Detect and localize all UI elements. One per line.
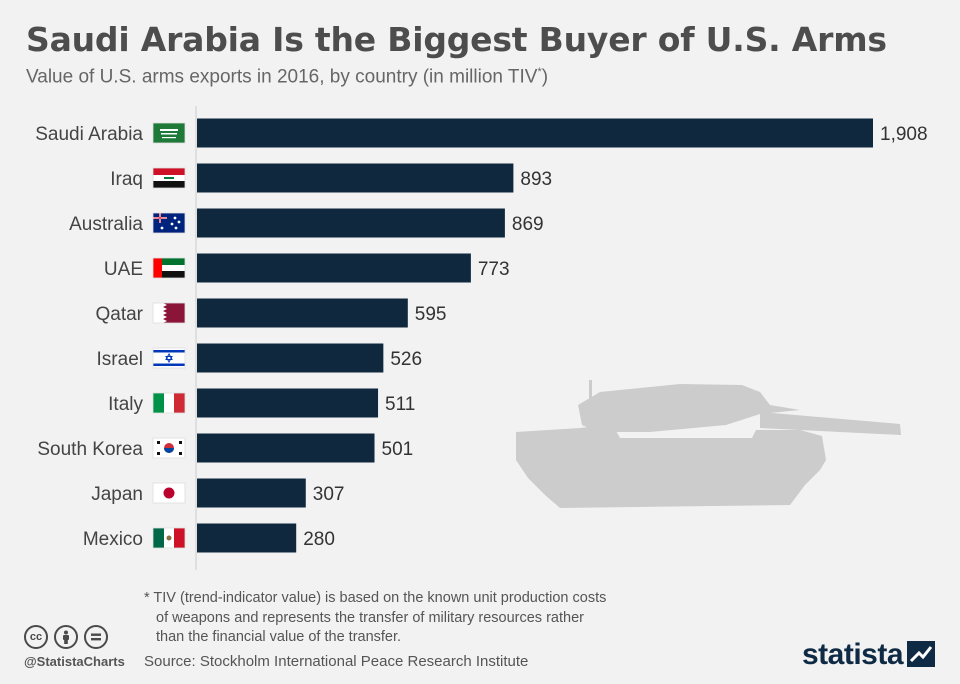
nd-icon[interactable] bbox=[84, 625, 108, 649]
subtitle-text: Value of U.S. arms exports in 2016, by c… bbox=[26, 66, 538, 88]
footnote-line-1: * TIV (trend-indicator value) is based o… bbox=[144, 590, 607, 606]
chart-title: Saudi Arabia Is the Biggest Buyer of U.S… bbox=[26, 20, 887, 59]
subtitle-close: ) bbox=[541, 66, 549, 88]
category-label: Iraq bbox=[110, 169, 143, 190]
tank-barrel bbox=[760, 412, 901, 435]
italy-flag bbox=[152, 392, 186, 414]
bar-row-iraq: Iraq 893 bbox=[110, 163, 552, 193]
value-label: 1,908 bbox=[880, 124, 928, 145]
mexico-flag bbox=[152, 527, 186, 549]
tank-antenna bbox=[589, 380, 592, 412]
bar-uae[interactable] bbox=[197, 253, 471, 283]
bar-row-qatar: Qatar 595 bbox=[95, 298, 447, 328]
bar-row-italy: Italy 511 bbox=[108, 388, 415, 418]
statista-logo-mark bbox=[907, 641, 935, 667]
bar-row-south-korea: South Korea 501 bbox=[37, 433, 414, 463]
bar-qatar[interactable] bbox=[197, 298, 408, 328]
bar-row-israel: Israel 526 bbox=[97, 343, 422, 373]
twitter-handle[interactable]: @StatistaCharts bbox=[24, 654, 125, 669]
category-label: Italy bbox=[108, 394, 143, 415]
footnote: * TIV (trend-indicator value) is based o… bbox=[144, 589, 704, 648]
bar-row-uae: UAE 773 bbox=[104, 253, 510, 283]
category-label: Japan bbox=[91, 484, 143, 505]
value-label: 773 bbox=[478, 259, 510, 280]
subtitle-asterisk: * bbox=[537, 66, 542, 78]
category-label: UAE bbox=[104, 259, 143, 280]
bar-row-saudi-arabia: Saudi Arabia 1,908 bbox=[35, 118, 928, 148]
person-icon bbox=[63, 630, 69, 644]
value-label: 893 bbox=[520, 169, 552, 190]
israel-flag bbox=[152, 347, 186, 369]
footnote-line-2: of weapons and represents the transfer o… bbox=[156, 609, 584, 626]
value-label: 511 bbox=[385, 394, 415, 415]
australia-flag bbox=[152, 212, 186, 234]
chart-subtitle: Value of U.S. arms exports in 2016, by c… bbox=[26, 66, 548, 88]
value-label: 869 bbox=[512, 214, 544, 235]
bar-south-korea[interactable] bbox=[197, 433, 375, 463]
bar-iraq[interactable] bbox=[197, 163, 514, 193]
category-label: South Korea bbox=[37, 439, 143, 460]
uae-flag bbox=[152, 257, 186, 279]
license-icons: cc bbox=[24, 625, 108, 649]
bars-group: Saudi Arabia 1,908 Iraq 893 Australia 869 UAE 7… bbox=[35, 118, 928, 553]
footnote-line-3: than the financial value of the transfer… bbox=[156, 629, 402, 645]
bar-row-australia: Australia 869 bbox=[69, 208, 544, 238]
bar-mexico[interactable] bbox=[197, 523, 297, 553]
bar-australia[interactable] bbox=[197, 208, 505, 238]
category-label: Israel bbox=[97, 349, 143, 370]
tank-turret bbox=[578, 384, 800, 432]
tank-illustration bbox=[516, 380, 901, 508]
statista-logo[interactable]: statista bbox=[802, 638, 904, 671]
category-label: Mexico bbox=[83, 529, 143, 550]
bar-row-mexico: Mexico 280 bbox=[83, 523, 335, 553]
value-label: 307 bbox=[313, 484, 345, 505]
bar-israel[interactable] bbox=[197, 343, 384, 373]
tank-hull bbox=[516, 424, 826, 508]
value-label: 280 bbox=[303, 529, 335, 550]
iraq-flag bbox=[152, 167, 186, 189]
bar-row-japan: Japan 307 bbox=[91, 478, 345, 508]
category-label: Australia bbox=[69, 214, 143, 235]
tank-hatch bbox=[668, 388, 694, 398]
source-text: Source: Stockholm International Peace Re… bbox=[144, 653, 529, 670]
value-label: 501 bbox=[382, 439, 414, 460]
cc-icon[interactable]: cc bbox=[24, 625, 48, 649]
south-korea-flag bbox=[152, 437, 186, 459]
bar-japan[interactable] bbox=[197, 478, 306, 508]
saudi-arabia-flag bbox=[152, 122, 186, 144]
qatar-flag bbox=[152, 302, 186, 324]
category-label: Qatar bbox=[95, 304, 143, 325]
category-label: Saudi Arabia bbox=[35, 124, 143, 145]
japan-flag bbox=[152, 482, 186, 504]
value-label: 595 bbox=[415, 304, 447, 325]
by-icon[interactable] bbox=[54, 625, 78, 649]
bar-italy[interactable] bbox=[197, 388, 379, 418]
value-label: 526 bbox=[390, 349, 422, 370]
equals-icon bbox=[91, 633, 101, 641]
bar-saudi-arabia[interactable] bbox=[197, 118, 873, 148]
